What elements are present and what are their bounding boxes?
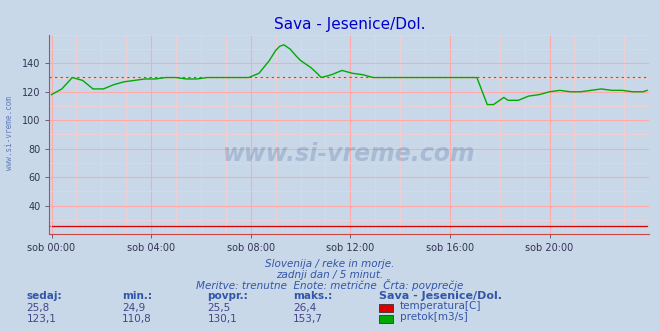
Text: min.:: min.:	[122, 291, 152, 301]
Text: 24,9: 24,9	[122, 303, 145, 313]
Text: 25,5: 25,5	[208, 303, 231, 313]
Text: pretok[m3/s]: pretok[m3/s]	[400, 312, 468, 322]
Text: sedaj:: sedaj:	[26, 291, 62, 301]
Text: zadnji dan / 5 minut.: zadnji dan / 5 minut.	[276, 270, 383, 280]
Text: 26,4: 26,4	[293, 303, 316, 313]
Text: 110,8: 110,8	[122, 314, 152, 324]
Text: temperatura[C]: temperatura[C]	[400, 301, 482, 311]
Text: 153,7: 153,7	[293, 314, 323, 324]
Text: povpr.:: povpr.:	[208, 291, 248, 301]
Text: 130,1: 130,1	[208, 314, 237, 324]
Title: Sava - Jesenice/Dol.: Sava - Jesenice/Dol.	[273, 17, 425, 32]
Text: Sava - Jesenice/Dol.: Sava - Jesenice/Dol.	[379, 291, 502, 301]
Text: 25,8: 25,8	[26, 303, 49, 313]
Text: 123,1: 123,1	[26, 314, 56, 324]
Text: maks.:: maks.:	[293, 291, 333, 301]
Text: www.si-vreme.com: www.si-vreme.com	[5, 96, 14, 170]
Text: www.si-vreme.com: www.si-vreme.com	[223, 142, 476, 166]
Text: Meritve: trenutne  Enote: metrične  Črta: povprečje: Meritve: trenutne Enote: metrične Črta: …	[196, 279, 463, 290]
Text: Slovenija / reke in morje.: Slovenija / reke in morje.	[265, 259, 394, 269]
